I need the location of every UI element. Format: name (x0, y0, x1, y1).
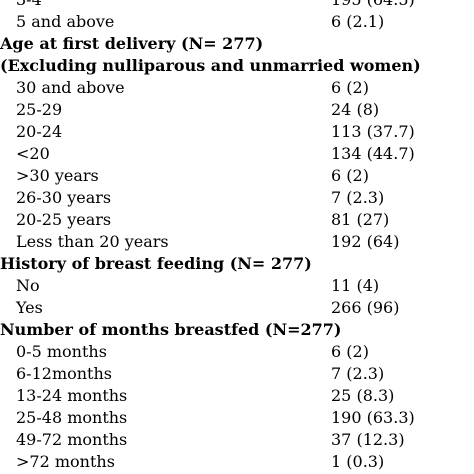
row-label: <20 (16, 144, 50, 163)
table-row: 20-25 years 81 (27) (0, 209, 474, 231)
row-label: 3-4 (16, 0, 42, 11)
table-row: 25-29 24 (8) (0, 99, 474, 121)
table-row: 0-5 months 6 (2) (0, 341, 474, 363)
table-row: No 11 (4) (0, 275, 474, 297)
row-label: Yes (16, 298, 43, 317)
section-header-label: Age at first delivery (N= 277) (0, 34, 264, 53)
section-header-label: Number of months breastfed (N=277) (0, 320, 342, 339)
row-label: 25-48 months (16, 408, 128, 427)
row-label: 20-25 years (16, 210, 112, 229)
row-label: 20-24 (16, 122, 63, 141)
table-row: 49-72 months 37 (12.3) (0, 429, 474, 451)
row-value: 7 (2.3) (331, 188, 385, 207)
section-header-row: History of breast feeding (N= 277) (0, 253, 474, 275)
section-header-row: Age at first delivery (N= 277) (0, 33, 474, 55)
table-row: <20 134 (44.7) (0, 143, 474, 165)
table-row: 20-24 113 (37.7) (0, 121, 474, 143)
row-value: 113 (37.7) (331, 122, 415, 141)
row-value: 24 (8) (331, 100, 380, 119)
table-row: >72 months 1 (0.3) (0, 451, 474, 473)
row-label: 49-72 months (16, 430, 128, 449)
row-label: >72 months (16, 452, 115, 471)
row-value: 192 (64) (331, 232, 400, 251)
row-label: 30 and above (16, 78, 125, 97)
table-row: 25-48 months 190 (63.3) (0, 407, 474, 429)
row-value: 37 (12.3) (331, 430, 405, 449)
table-row: 13-24 months 25 (8.3) (0, 385, 474, 407)
row-value: 11 (4) (331, 276, 380, 295)
row-label: No (16, 276, 40, 295)
row-value: 266 (96) (331, 298, 400, 317)
table-row: 30 and above 6 (2) (0, 77, 474, 99)
section-header-row: Number of months breastfed (N=277) (0, 319, 474, 341)
row-value: 25 (8.3) (331, 386, 395, 405)
section-header-row: (Excluding nulliparous and unmarried wom… (0, 55, 474, 77)
table-row: Less than 20 years 192 (64) (0, 231, 474, 253)
row-label: 6-12months (16, 364, 112, 383)
row-value: 6 (2.1) (331, 12, 385, 31)
row-label: 25-29 (16, 100, 63, 119)
row-value: 195 (64.5) (331, 0, 415, 11)
row-label: 26-30 years (16, 188, 112, 207)
row-value: 6 (2) (331, 166, 369, 185)
row-value: 190 (63.3) (331, 408, 415, 427)
row-label: 0-5 months (16, 342, 107, 361)
row-label: 5 and above (16, 12, 115, 31)
table-row: >30 years 6 (2) (0, 165, 474, 187)
row-value: 6 (2) (331, 78, 369, 97)
table-row: Yes 266 (96) (0, 297, 474, 319)
table-row: 5 and above 6 (2.1) (0, 11, 474, 33)
row-value: 7 (2.3) (331, 364, 385, 383)
table-row: 3-4 195 (64.5) (0, 0, 474, 11)
row-label: Less than 20 years (16, 232, 169, 251)
row-label: >30 years (16, 166, 99, 185)
section-header-label: History of breast feeding (N= 277) (0, 254, 312, 273)
table-row: 6-12months 7 (2.3) (0, 363, 474, 385)
table-row: 26-30 years 7 (2.3) (0, 187, 474, 209)
row-value: 6 (2) (331, 342, 369, 361)
row-value: 1 (0.3) (331, 452, 385, 471)
row-value: 134 (44.7) (331, 144, 415, 163)
row-label: 13-24 months (16, 386, 128, 405)
section-header-label: (Excluding nulliparous and unmarried wom… (0, 56, 421, 75)
row-value: 81 (27) (331, 210, 390, 229)
